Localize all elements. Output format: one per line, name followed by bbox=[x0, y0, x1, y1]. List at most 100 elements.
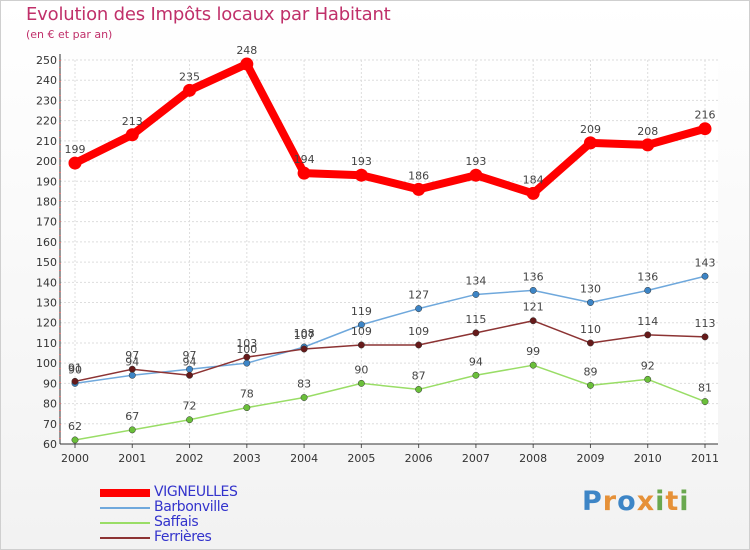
data-point bbox=[698, 122, 712, 136]
data-point bbox=[415, 341, 423, 349]
data-point bbox=[583, 136, 597, 150]
x-tick-label: 2004 bbox=[290, 452, 318, 465]
legend-swatch bbox=[100, 521, 150, 524]
y-tick-label: 210 bbox=[36, 135, 57, 148]
y-tick-label: 120 bbox=[36, 317, 57, 330]
data-label: 67 bbox=[125, 410, 139, 423]
data-point bbox=[701, 272, 709, 280]
data-label: 130 bbox=[580, 283, 601, 296]
data-point bbox=[357, 341, 365, 349]
logo-letter: i bbox=[655, 486, 666, 517]
x-tick-label: 2011 bbox=[691, 452, 719, 465]
data-label: 103 bbox=[236, 337, 257, 350]
data-label: 94 bbox=[469, 355, 483, 368]
data-point bbox=[641, 138, 655, 152]
data-point bbox=[644, 375, 652, 383]
data-point bbox=[297, 166, 311, 180]
data-label: 90 bbox=[354, 363, 368, 376]
x-tick-label: 2010 bbox=[634, 452, 662, 465]
y-tick-label: 220 bbox=[36, 115, 57, 128]
data-point bbox=[415, 385, 423, 393]
data-point bbox=[587, 381, 594, 389]
y-tick-label: 110 bbox=[36, 337, 57, 350]
data-label: 109 bbox=[408, 325, 429, 338]
y-tick-label: 180 bbox=[36, 195, 57, 208]
data-label: 136 bbox=[523, 270, 544, 283]
data-label: 72 bbox=[183, 400, 197, 413]
data-point bbox=[71, 436, 79, 444]
data-label: 199 bbox=[65, 143, 86, 156]
data-point bbox=[587, 339, 594, 347]
data-label: 235 bbox=[179, 70, 200, 83]
data-point bbox=[300, 345, 308, 353]
data-label: 121 bbox=[523, 301, 544, 314]
data-label: 110 bbox=[580, 323, 601, 336]
data-label: 99 bbox=[526, 345, 540, 358]
data-label: 208 bbox=[637, 125, 658, 138]
series-line bbox=[71, 60, 709, 198]
x-tick-label: 2008 bbox=[519, 452, 547, 465]
plot-area bbox=[60, 60, 718, 444]
data-label: 94 bbox=[125, 355, 139, 368]
data-point bbox=[243, 353, 251, 361]
series-line bbox=[74, 319, 706, 383]
data-point bbox=[354, 168, 368, 182]
data-label: 216 bbox=[695, 109, 716, 122]
y-tick-label: 80 bbox=[43, 398, 57, 411]
data-point bbox=[529, 317, 537, 325]
data-label: 107 bbox=[294, 329, 315, 342]
y-tick-label: 140 bbox=[36, 276, 57, 289]
data-point bbox=[357, 379, 365, 387]
data-point bbox=[644, 331, 652, 339]
data-label: 87 bbox=[412, 369, 426, 382]
data-point bbox=[186, 371, 193, 379]
data-point bbox=[240, 57, 254, 71]
data-point bbox=[472, 329, 480, 337]
data-point bbox=[472, 290, 480, 298]
x-tick-label: 2006 bbox=[405, 452, 433, 465]
y-tick-label: 90 bbox=[43, 377, 57, 390]
x-tick-label: 2003 bbox=[233, 452, 261, 465]
y-tick-label: 70 bbox=[43, 418, 57, 431]
x-tick-label: 2000 bbox=[61, 452, 89, 465]
legend-label: Barbonville bbox=[154, 499, 229, 515]
data-label: 127 bbox=[408, 289, 429, 302]
y-tick-label: 160 bbox=[36, 236, 57, 249]
x-tick-label: 2005 bbox=[347, 452, 375, 465]
logo-letter: t bbox=[665, 486, 680, 517]
data-label: 89 bbox=[583, 365, 597, 378]
data-point bbox=[71, 377, 79, 385]
y-tick-label: 170 bbox=[36, 216, 57, 229]
data-label: 193 bbox=[465, 155, 486, 168]
chart-subtitle: (en € et par an) bbox=[26, 28, 113, 41]
data-point bbox=[243, 404, 251, 412]
data-label: 91 bbox=[68, 361, 82, 374]
data-label: 109 bbox=[351, 325, 372, 338]
y-tick-label: 130 bbox=[36, 297, 57, 310]
x-tick-label: 2001 bbox=[118, 452, 146, 465]
logo-letter: P bbox=[582, 486, 603, 517]
legend-item: Ferrières bbox=[100, 530, 237, 545]
y-tick-label: 230 bbox=[36, 94, 57, 107]
data-point bbox=[68, 156, 82, 170]
data-point bbox=[472, 371, 480, 379]
chart-title: Evolution des Impôts locaux par Habitant bbox=[26, 4, 391, 25]
data-point bbox=[529, 361, 537, 369]
data-point bbox=[701, 333, 709, 341]
legend-label: Saffais bbox=[154, 514, 199, 530]
data-point bbox=[529, 286, 537, 294]
proxiti-logo: Proxiti bbox=[582, 486, 690, 517]
logo-letter: x bbox=[636, 486, 656, 517]
legend-swatch bbox=[100, 536, 150, 539]
y-tick-label: 200 bbox=[36, 155, 57, 168]
data-label: 94 bbox=[183, 355, 197, 368]
y-tick-label: 240 bbox=[36, 74, 57, 87]
data-label: 115 bbox=[465, 313, 486, 326]
data-label: 194 bbox=[294, 153, 315, 166]
logo-letter: o bbox=[617, 486, 637, 517]
data-point bbox=[526, 186, 540, 200]
series-saffais: 62 67 72 78 83 90 87 94 99 89 92 81 bbox=[68, 345, 712, 444]
